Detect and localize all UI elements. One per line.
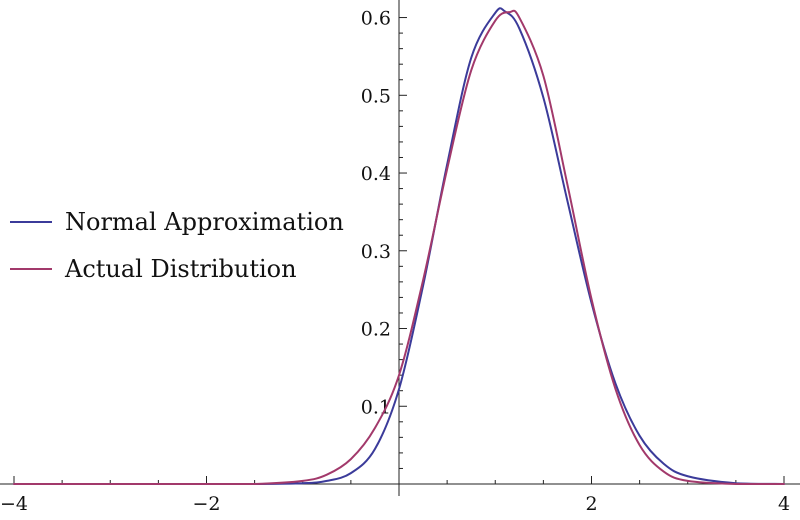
series-line-1 bbox=[13, 7, 785, 486]
series-line-2 bbox=[13, 9, 785, 486]
legend-label: Actual Distribution bbox=[64, 255, 297, 283]
y-tick-label: 0.6 bbox=[361, 8, 391, 30]
y-tick-label: 0.2 bbox=[361, 319, 391, 341]
x-tick-label: 4 bbox=[778, 493, 790, 515]
y-tick-label: 0.5 bbox=[361, 85, 391, 107]
x-tick-label: 2 bbox=[585, 493, 597, 515]
y-tick-label: 0.4 bbox=[361, 163, 391, 185]
x-tick-label: −2 bbox=[192, 493, 220, 515]
legend: Normal Approximation Actual Distribution bbox=[10, 208, 344, 283]
legend-label: Normal Approximation bbox=[65, 208, 344, 236]
y-tick-label: 0.3 bbox=[361, 241, 391, 263]
series-group bbox=[13, 7, 785, 486]
x-tick-label: −4 bbox=[0, 493, 28, 515]
